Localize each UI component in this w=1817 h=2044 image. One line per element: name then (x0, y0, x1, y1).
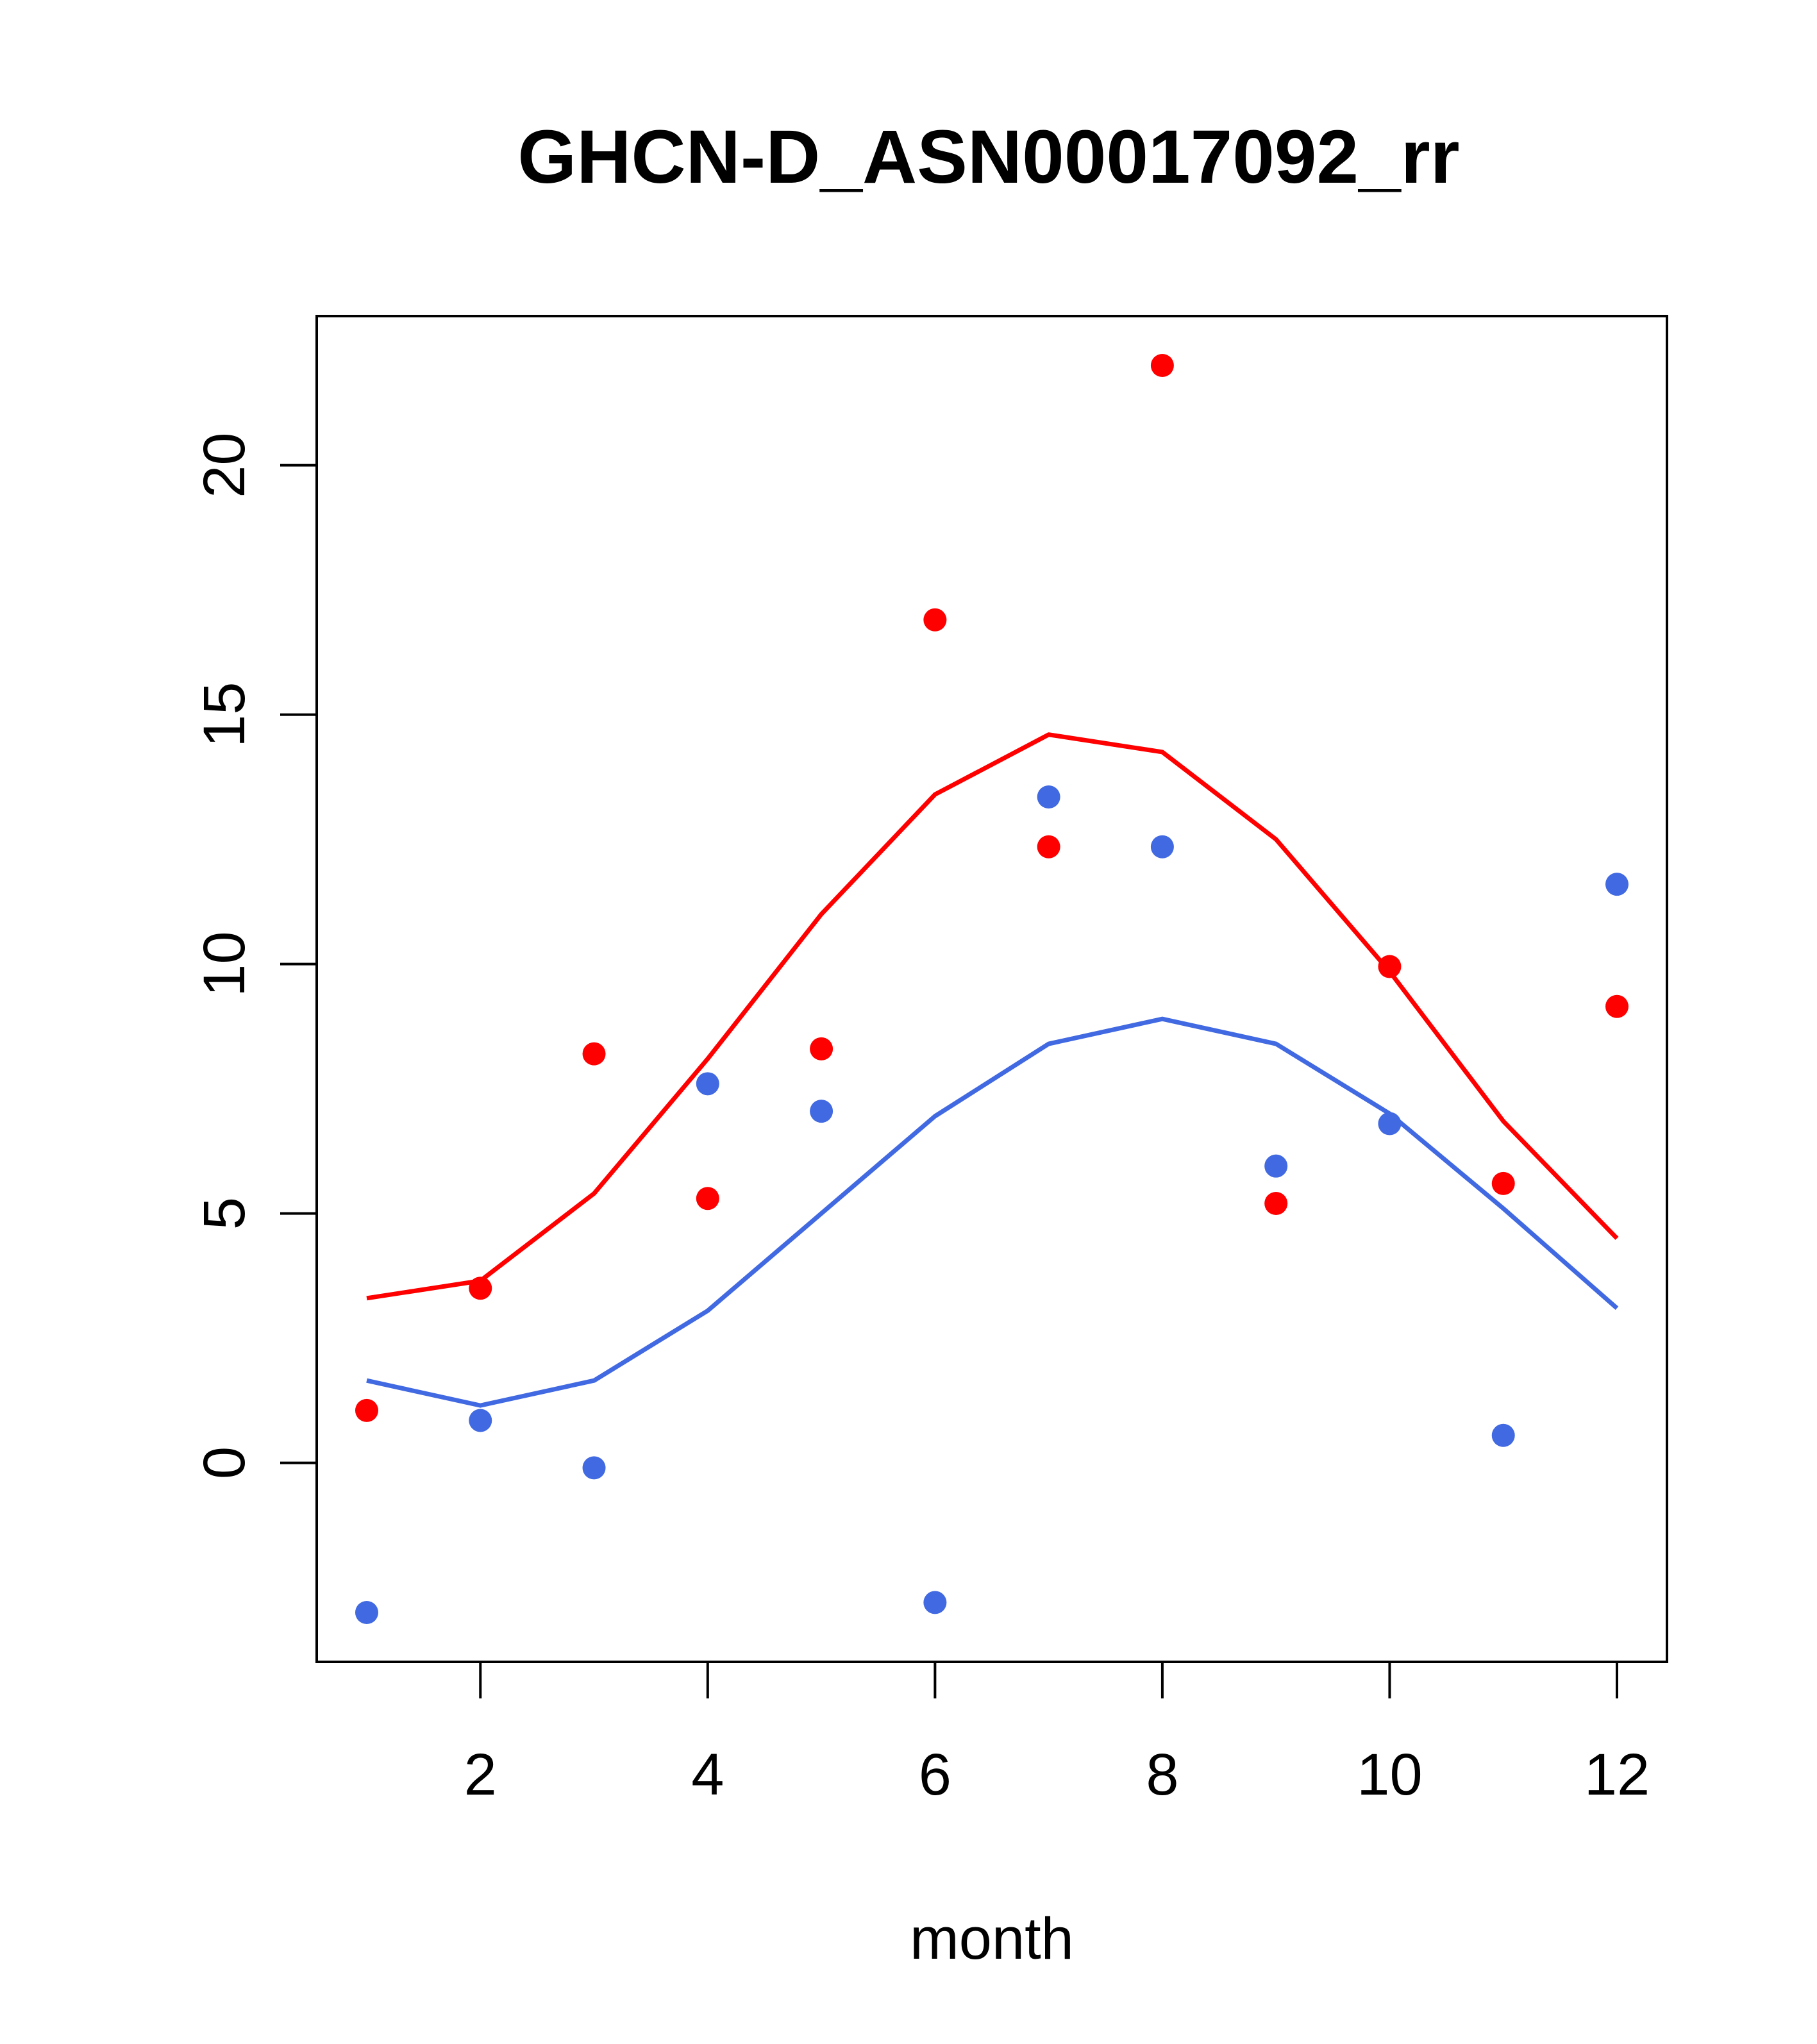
red-point (1037, 835, 1060, 859)
blue-point (1491, 1423, 1515, 1447)
x-axis: 2 4 6 8 10 12 (464, 1661, 1650, 1807)
y-tick-label: 10 (192, 931, 257, 996)
x-tick-label: 4 (691, 1742, 724, 1807)
red-point (923, 608, 947, 632)
x-axis-label: month (910, 1906, 1074, 1972)
red-point (1150, 354, 1174, 378)
x-tick-label: 8 (1146, 1742, 1178, 1807)
red-line (366, 732, 1619, 1301)
x-tick-label: 2 (464, 1742, 497, 1807)
y-tick-label: 0 (192, 1446, 257, 1479)
blue-point (469, 1409, 492, 1432)
x-tick-label: 6 (919, 1742, 951, 1807)
blue-point (1605, 873, 1629, 896)
x-tick-label: 10 (1357, 1742, 1422, 1807)
x-tick-label: 12 (1584, 1742, 1650, 1807)
red-point (469, 1277, 492, 1300)
blue-point (696, 1072, 719, 1096)
series-points (355, 354, 1629, 1624)
blue-point (1037, 785, 1060, 808)
blue-point (1150, 835, 1174, 859)
red-point (1264, 1192, 1288, 1216)
red-point (696, 1187, 719, 1210)
red-point (1605, 994, 1629, 1018)
y-axis: 0 5 10 15 20 (192, 432, 318, 1479)
chart-title: GHCN-D_ASN00017092_rr (517, 115, 1459, 199)
blue-point (1378, 1112, 1402, 1135)
red-point (582, 1042, 606, 1066)
red-point (1491, 1171, 1515, 1195)
red-point (810, 1037, 833, 1060)
blue-point (582, 1456, 606, 1480)
blue-point (810, 1100, 833, 1123)
y-tick-label: 15 (192, 682, 257, 747)
red-point (1378, 955, 1402, 978)
y-tick-label: 20 (192, 432, 257, 498)
series-lines (366, 732, 1619, 1408)
blue-point (1264, 1154, 1288, 1178)
blue-line (366, 1016, 1619, 1408)
y-tick-label: 5 (192, 1197, 257, 1230)
blue-point (355, 1600, 378, 1624)
blue-point (923, 1591, 947, 1614)
red-point (355, 1398, 378, 1422)
